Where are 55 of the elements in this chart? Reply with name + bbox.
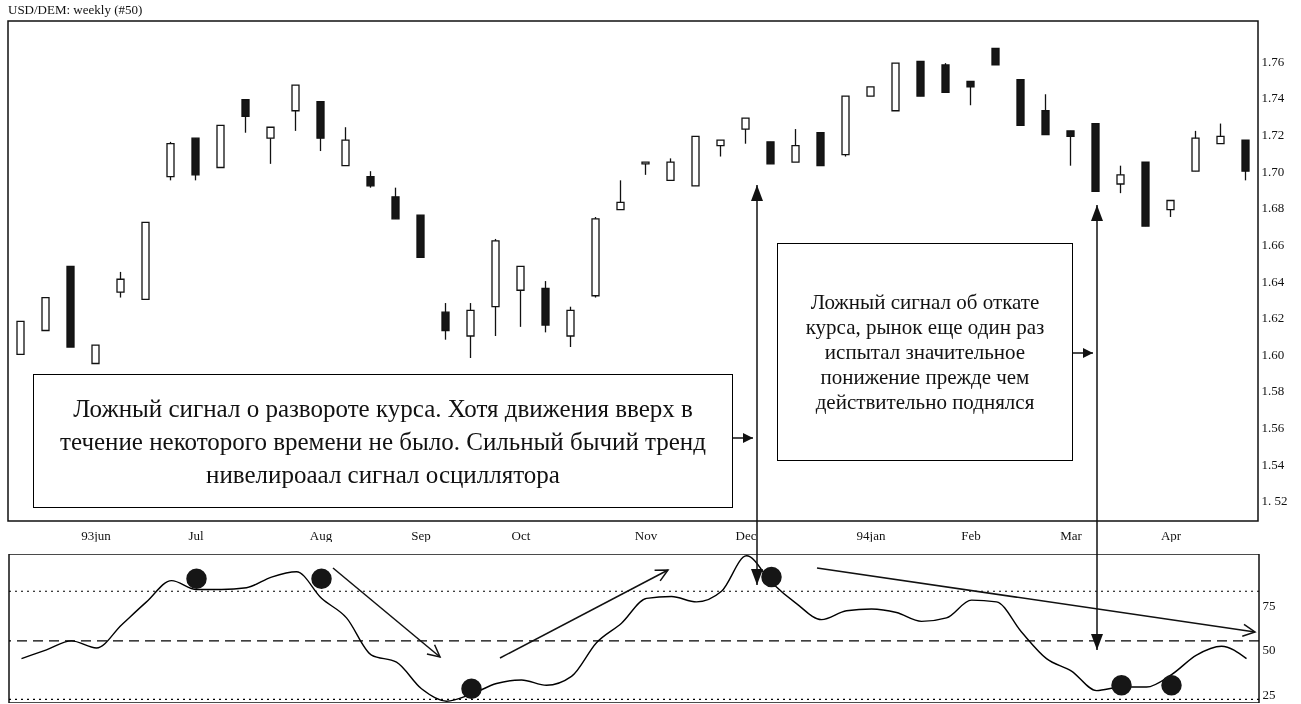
candlestick bbox=[791, 128, 800, 163]
candlestick bbox=[391, 187, 400, 220]
y-tick-label: 1.74 bbox=[1261, 90, 1285, 106]
candlestick bbox=[766, 141, 775, 165]
y-tick-label: 1.58 bbox=[1261, 383, 1285, 399]
x-tick-label: Sep bbox=[411, 527, 431, 543]
annotation: Ложный сигнал о развороте курса. Хотя движения вверх в течение некоторого времени не было. Сильный бычий тренд нивелироаал сигнал осциллятора bbox=[59, 393, 707, 490]
candlestick bbox=[116, 271, 125, 299]
annotation: Ложный сигнал об откате курса, рынок еще один раз испытал значительное понижение прежде чем действительно поднялся bbox=[804, 289, 1046, 415]
y-tick-label: 1.66 bbox=[1261, 236, 1285, 252]
candlestick bbox=[1066, 130, 1075, 167]
candlestick bbox=[666, 157, 675, 181]
y-tick-label: 1.72 bbox=[1261, 127, 1285, 143]
y-tick-label: 1.68 bbox=[1261, 200, 1285, 216]
x-tick-label: Mar bbox=[1060, 527, 1083, 543]
callout-box: Ложный сигнал о развороте курса. Хотя движения вверх в течение некоторого времени не было. Сильный бычий тренд нивелироаал сигнал осциллятора bbox=[33, 374, 733, 508]
y-tick-label: 1.70 bbox=[1261, 163, 1285, 179]
candlestick bbox=[966, 80, 975, 106]
point bbox=[461, 678, 482, 700]
x-tick-label: Dec bbox=[735, 527, 757, 543]
candlestick bbox=[441, 302, 450, 341]
point bbox=[761, 566, 782, 588]
candlestick bbox=[741, 117, 750, 145]
y-tick-label: 1.54 bbox=[1261, 456, 1285, 472]
y-tick-label: 25 bbox=[1262, 686, 1276, 702]
x-tick-label: Nov bbox=[634, 527, 658, 543]
candlestick bbox=[1216, 122, 1225, 145]
candlestick bbox=[91, 344, 100, 365]
y-tick-label: 50 bbox=[1262, 642, 1276, 658]
candlestick bbox=[241, 99, 250, 134]
x-tick-label: Apr bbox=[1160, 527, 1182, 543]
point bbox=[186, 568, 207, 590]
y-tick-label: 1.64 bbox=[1261, 273, 1285, 289]
candlestick bbox=[616, 179, 625, 211]
y-tick-label: 1. 52 bbox=[1261, 493, 1288, 509]
x-tick-label: Aug bbox=[309, 527, 333, 543]
point bbox=[1161, 675, 1182, 696]
y-tick-label: 1.62 bbox=[1261, 310, 1285, 326]
point bbox=[311, 568, 332, 590]
candlestick bbox=[1041, 93, 1050, 136]
x-tick-label: Oct bbox=[511, 527, 531, 543]
candlestick bbox=[266, 126, 275, 165]
y-tick-label: 75 bbox=[1262, 597, 1276, 613]
x-tick-label: Feb bbox=[961, 527, 981, 543]
y-tick-label: 1.56 bbox=[1261, 420, 1285, 436]
x-tick-label: Jul bbox=[188, 527, 204, 543]
callout-box: Ложный сигнал об откате курса, рынок еще один раз испытал значительное понижение прежде чем действительно поднялся bbox=[777, 243, 1073, 461]
candlestick bbox=[516, 265, 525, 328]
y-tick-label: 1.60 bbox=[1261, 346, 1285, 362]
candlestick bbox=[1116, 165, 1125, 194]
x-tick-label: 94jan bbox=[856, 527, 886, 543]
y-tick-label: 1.76 bbox=[1261, 53, 1285, 69]
x-tick-label: 93jun bbox=[81, 527, 112, 543]
chart-title: USD/DEM: weekly (#50) bbox=[8, 2, 143, 17]
point bbox=[1111, 675, 1132, 696]
